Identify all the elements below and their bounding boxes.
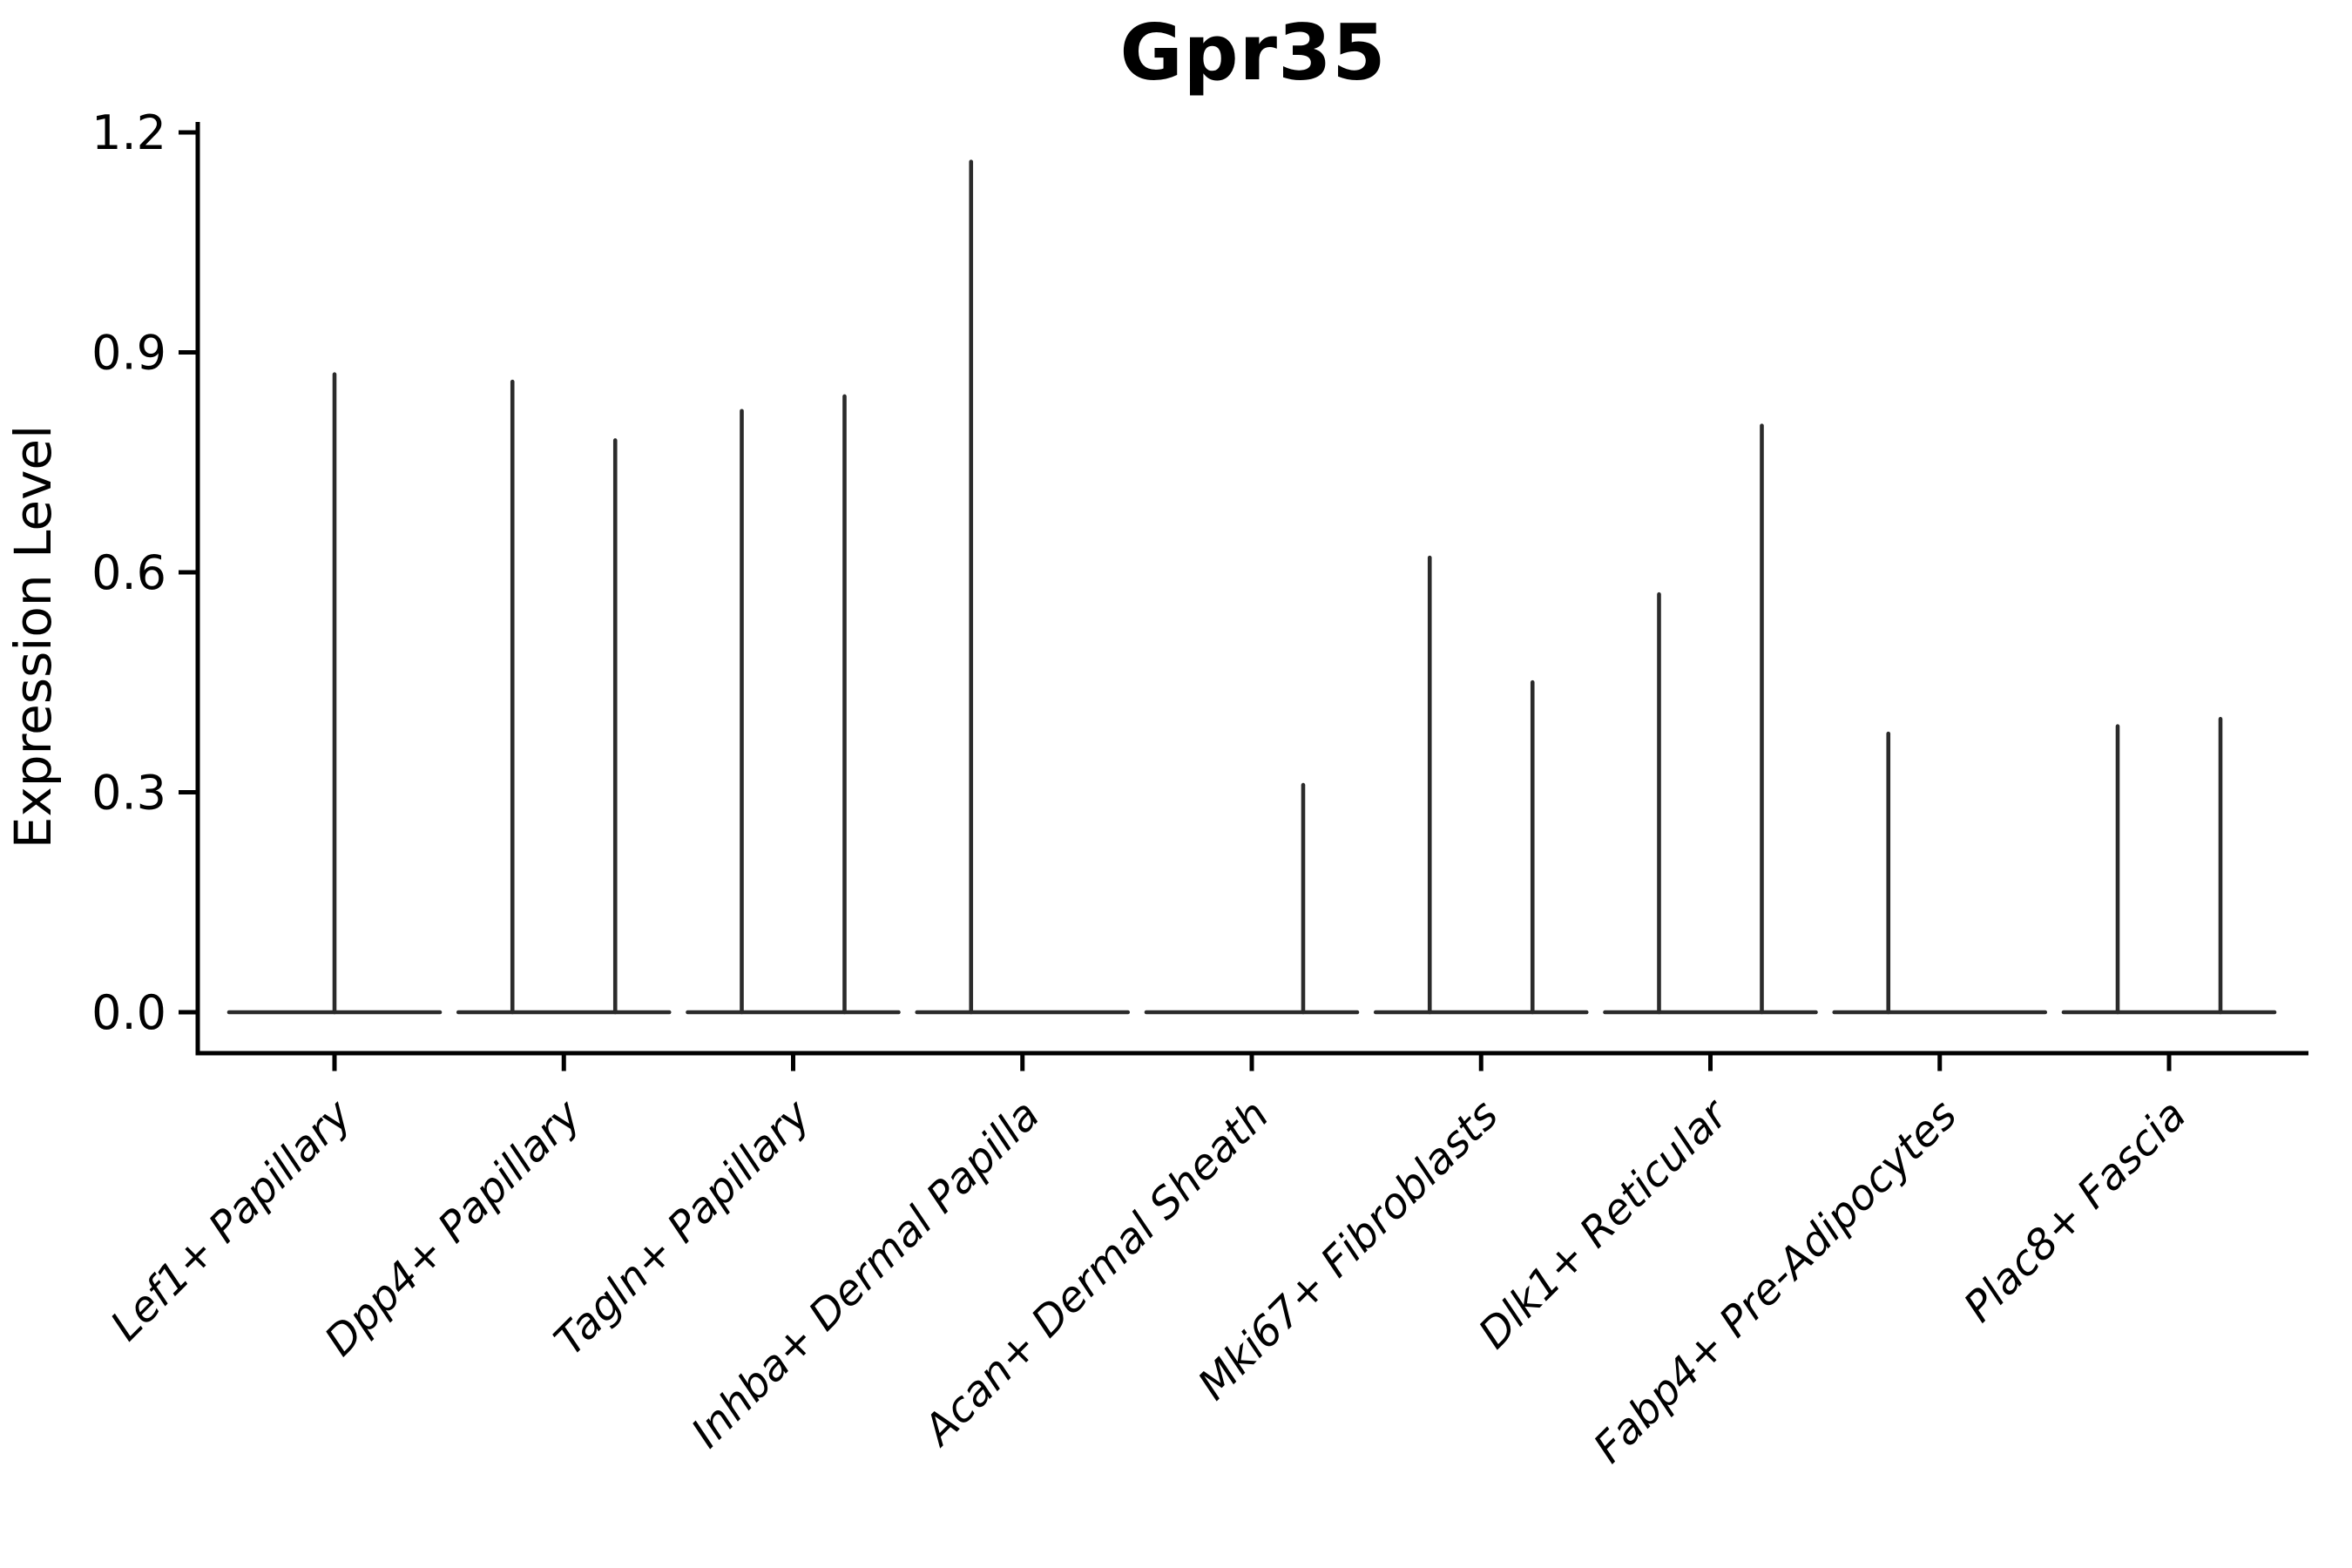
x-tick-label: Plac8+ Fascia [1955,1091,2196,1332]
x-tick-label: Dpp4+ Papillary [315,1090,591,1365]
x-tick-label: Lef1+ Papillary [101,1090,362,1350]
y-tick-label: 0.0 [91,985,166,1040]
x-tick-label: Tagln+ Papillary [545,1090,821,1365]
x-tick-label: Dlk1+ Reticular [1470,1089,1740,1359]
y-tick-label: 1.2 [91,105,166,160]
y-tick-label: 0.3 [91,765,166,820]
y-tick-label: 0.9 [91,325,166,380]
chart-title: Gpr35 [1119,8,1387,98]
x-tick-label: Fabp4+ Pre-Adipocytes [1585,1091,1967,1473]
y-tick-label: 0.6 [91,545,166,600]
